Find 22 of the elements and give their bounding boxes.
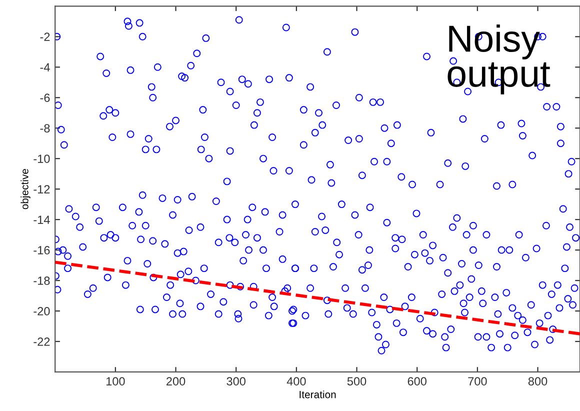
- y-tick-label: -16: [34, 246, 50, 254]
- x-tick-label: 500: [347, 377, 366, 386]
- y-tick-label: -14: [34, 216, 50, 224]
- x-tick-label: 700: [468, 377, 487, 386]
- y-tick-label: -2: [40, 32, 50, 41]
- x-axis-title: Iteration: [300, 390, 336, 398]
- x-tick-label: 100: [106, 377, 125, 386]
- y-tick-label: -6: [40, 94, 50, 102]
- x-tick-label: 800: [528, 377, 548, 386]
- y-axis-title: objective: [20, 168, 30, 210]
- y-tick-label: -22: [34, 338, 50, 346]
- x-tick-label: 600: [408, 377, 426, 386]
- y-tick-label: -10: [34, 154, 50, 163]
- y-tick-label: -8: [40, 124, 50, 132]
- y-tick-label: -18: [34, 276, 50, 285]
- y-tick-label: -4: [40, 63, 50, 72]
- annotation: Noisy output: [448, 24, 550, 94]
- x-tick-label: 200: [166, 377, 186, 386]
- y-tick-label: -12: [34, 185, 50, 194]
- y-tick-label: -20: [34, 307, 50, 316]
- x-tick-label: 400: [286, 377, 306, 386]
- x-tick-label: 300: [226, 377, 246, 386]
